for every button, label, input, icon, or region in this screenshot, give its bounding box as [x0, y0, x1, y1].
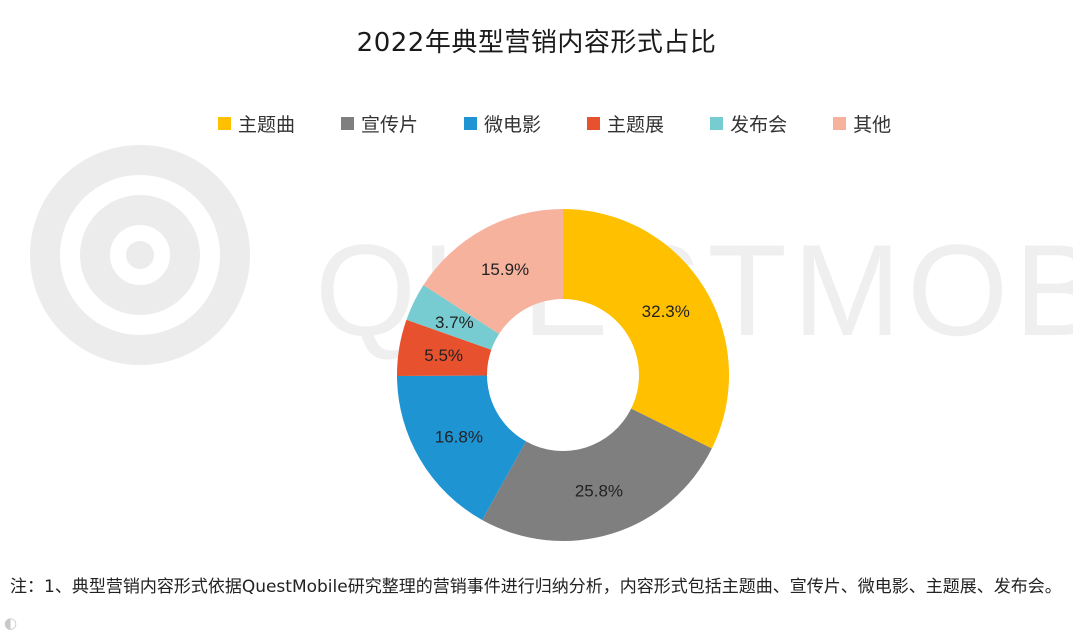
slice-data-label: 5.5% — [424, 346, 463, 365]
legend-swatch — [218, 117, 231, 130]
legend-swatch — [341, 117, 355, 130]
legend-item: 宣传片 — [341, 110, 418, 137]
slice-data-label: 32.3% — [642, 302, 690, 321]
slice-data-label: 3.7% — [435, 313, 474, 332]
legend-item: 主题展 — [587, 110, 664, 137]
donut-slice — [397, 375, 526, 520]
donut-slice — [563, 209, 729, 449]
legend-swatch — [710, 117, 724, 130]
chart-title: 2022年典型营销内容形式占比 — [356, 28, 717, 58]
legend-item: 主题曲 — [218, 110, 295, 137]
legend-label: 宣传片 — [361, 114, 419, 136]
slice-data-label: 15.9% — [481, 260, 529, 279]
legend-swatch — [587, 117, 601, 130]
donut-slice — [423, 209, 563, 334]
legend-item: 其他 — [833, 110, 891, 137]
footnote: 注：1、典型营销内容形式依据QuestMobile研究整理的营销事件进行归纳分析… — [10, 577, 1062, 597]
slice-data-label: 25.8% — [575, 482, 623, 501]
legend-label: 发布会 — [730, 114, 788, 136]
legend-item: 发布会 — [710, 110, 787, 137]
donut-slice — [396, 319, 492, 377]
legend-label: 主题展 — [607, 114, 665, 136]
legend-item: 微电影 — [464, 110, 541, 137]
donut-slice — [406, 285, 500, 350]
donut-slice — [482, 408, 712, 541]
legend-swatch — [833, 117, 847, 130]
legend-label: 微电影 — [484, 114, 542, 136]
legend-swatch — [464, 117, 478, 130]
legend-label: 主题曲 — [238, 114, 296, 136]
legend-label: 其他 — [853, 114, 892, 136]
corner-watermark-icon: ◐ — [4, 614, 18, 632]
slice-data-label: 16.8% — [435, 428, 483, 447]
chart-legend: 主题曲 宣传片 微电影 主题展 发布会 其他 — [218, 110, 937, 137]
